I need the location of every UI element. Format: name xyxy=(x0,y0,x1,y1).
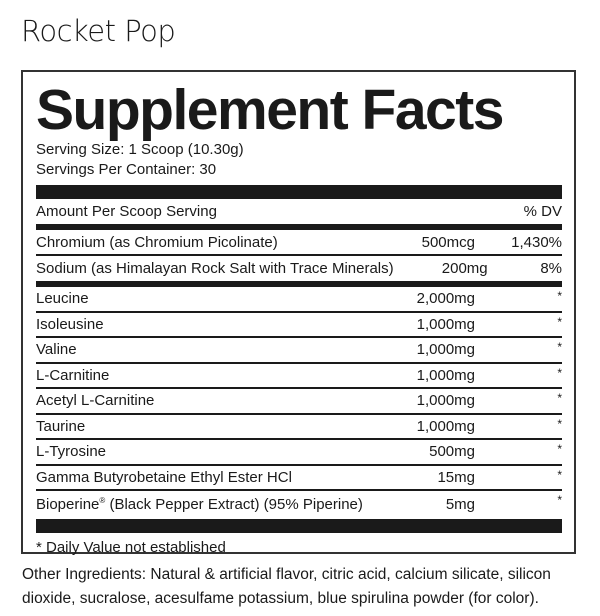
ingredient-name: L-Carnitine xyxy=(36,366,110,384)
ingredient-amount: 1,000mg xyxy=(416,392,475,410)
ingredient-dv: 1,430% xyxy=(511,233,562,251)
ingredient-amount: 1,000mg xyxy=(416,315,475,333)
supplement-facts-panel: Supplement Facts Serving Size: 1 Scoop (… xyxy=(21,70,576,556)
ingredient-dv: * xyxy=(557,340,562,354)
amount-per-serving-label: Amount Per Scoop Serving xyxy=(36,203,217,220)
ingredient-dv: * xyxy=(557,365,562,380)
ingredient-name: Chromium (as Chromium Picolinate) xyxy=(36,233,278,251)
table-row: Taurine 1,000mg * xyxy=(36,415,562,440)
ingredient-dv: * xyxy=(557,314,562,329)
ingredient-amount: 2,000mg xyxy=(416,290,475,308)
ingredient-name: Isoleusine xyxy=(36,315,104,333)
table-row: L-Carnitine 1,000mg * xyxy=(36,364,562,389)
table-row: Chromium (as Chromium Picolinate) 500mcg… xyxy=(36,230,562,256)
ingredient-amount: 5mg xyxy=(445,495,475,513)
bioperine-name: Bioperine xyxy=(36,495,100,513)
divider-bar xyxy=(36,519,562,533)
ingredient-amount: 200mg xyxy=(441,260,488,277)
ingredient-dv: * xyxy=(557,416,562,431)
ingredient-amount: 1,000mg xyxy=(416,366,475,384)
registered-mark: ® xyxy=(99,495,106,505)
ingredient-amount: 1,000mg xyxy=(416,417,475,435)
table-row: Sodium (as Himalayan Rock Salt with Trac… xyxy=(36,256,562,287)
ingredient-name: Bioperine® (Black Pepper Extract) (95% P… xyxy=(36,496,365,513)
ingredient-dv: * xyxy=(557,493,562,507)
table-row: Leucine 2,000mg * xyxy=(36,287,562,313)
ingredient-name: Sodium (as Himalayan Rock Salt with Trac… xyxy=(36,260,394,277)
ingredient-amount: 15mg xyxy=(437,468,475,486)
flavor-name: Rocket Pop xyxy=(21,14,176,48)
ingredient-dv: 8% xyxy=(540,260,562,277)
column-header-row: Amount Per Scoop Serving % DV xyxy=(36,199,562,230)
ingredient-name: Taurine xyxy=(36,417,86,435)
table-row: Bioperine® (Black Pepper Extract) (95% P… xyxy=(36,491,562,517)
ingredient-name: Gamma Butyrobetaine Ethyl Ester HCl xyxy=(36,468,292,486)
divider-bar xyxy=(36,185,562,199)
panel-title: Supplement Facts xyxy=(36,78,504,142)
ingredient-dv: * xyxy=(557,391,562,405)
ingredient-amount: 500mg xyxy=(429,443,475,461)
ingredient-dv: * xyxy=(557,467,562,482)
table-row: Isoleusine 1,000mg * xyxy=(36,313,562,338)
ingredient-name: L-Tyrosine xyxy=(36,443,107,461)
ingredient-amount: 1,000mg xyxy=(416,341,475,359)
ingredient-name: Acetyl L-Carnitine xyxy=(36,392,155,410)
dv-header: % DV xyxy=(523,203,562,220)
table-row: Valine 1,000mg * xyxy=(36,338,562,364)
ingredient-dv: * xyxy=(557,442,562,456)
ingredient-amount: 500mcg xyxy=(421,233,475,251)
table-row: L-Tyrosine 500mg * xyxy=(36,440,562,466)
table-row: Acetyl L-Carnitine 1,000mg * xyxy=(36,389,562,415)
ingredient-name: Leucine xyxy=(36,290,89,308)
ingredient-name: Valine xyxy=(36,341,77,359)
ingredient-dv: * xyxy=(557,289,562,303)
bioperine-description: (Black Pepper Extract) (95% Piperine) xyxy=(105,495,363,513)
footnote: * Daily Value not established xyxy=(36,539,226,556)
servings-per-container: Servings Per Container: 30 xyxy=(36,161,217,178)
other-ingredients: Other Ingredients: Natural & artificial … xyxy=(22,566,551,607)
serving-size: Serving Size: 1 Scoop (10.30g) xyxy=(36,141,244,158)
table-row: Gamma Butyrobetaine Ethyl Ester HCl 15mg * xyxy=(36,466,562,491)
